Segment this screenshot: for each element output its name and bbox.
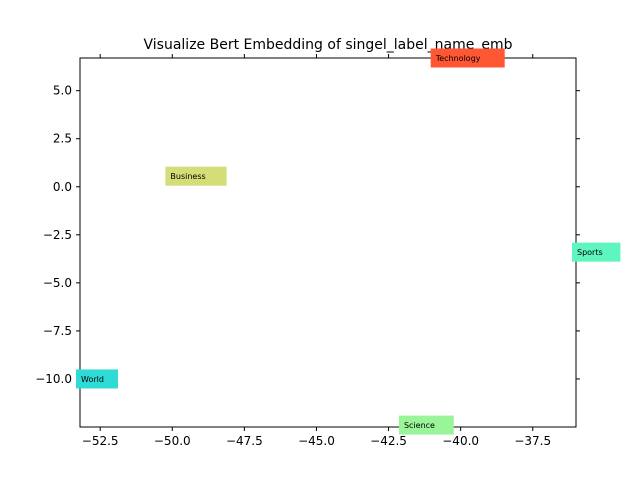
point-label-technology: Technology (430, 48, 505, 68)
point-text: Science (404, 421, 435, 430)
y-tick-label: 0.0 (53, 180, 72, 194)
plot-frame (79, 57, 577, 428)
point-marker (165, 166, 227, 186)
point-label-world: World (76, 369, 118, 389)
x-tick-label: −37.5 (514, 434, 551, 448)
point-label-sports: Sports (572, 242, 621, 262)
x-tick-label: −52.5 (82, 434, 119, 448)
point-text: Business (170, 172, 205, 181)
y-tick-label: −7.5 (43, 324, 72, 338)
y-tick-label: −10.0 (35, 372, 72, 386)
y-tick-label: −5.0 (43, 276, 72, 290)
point-marker (76, 369, 118, 389)
point-marker (430, 48, 505, 68)
y-tick-label: 5.0 (53, 84, 72, 98)
x-tick-label: −40.0 (442, 434, 479, 448)
chart-title: Visualize Bert Embedding of singel_label… (144, 37, 513, 53)
point-text: World (81, 375, 104, 384)
point-marker (398, 415, 454, 435)
point-label-science: Science (398, 415, 454, 435)
x-tick-label: −47.5 (226, 434, 263, 448)
point-text: Technology (435, 54, 481, 63)
x-tick-label: −50.0 (154, 434, 191, 448)
x-tick-label: −42.5 (370, 434, 407, 448)
y-tick-label: −2.5 (43, 228, 72, 242)
point-label-business: Business (165, 166, 227, 186)
point-text: Sports (577, 248, 603, 257)
x-tick-label: −45.0 (298, 434, 335, 448)
point-marker (572, 242, 621, 262)
y-tick-label: 2.5 (53, 132, 72, 146)
